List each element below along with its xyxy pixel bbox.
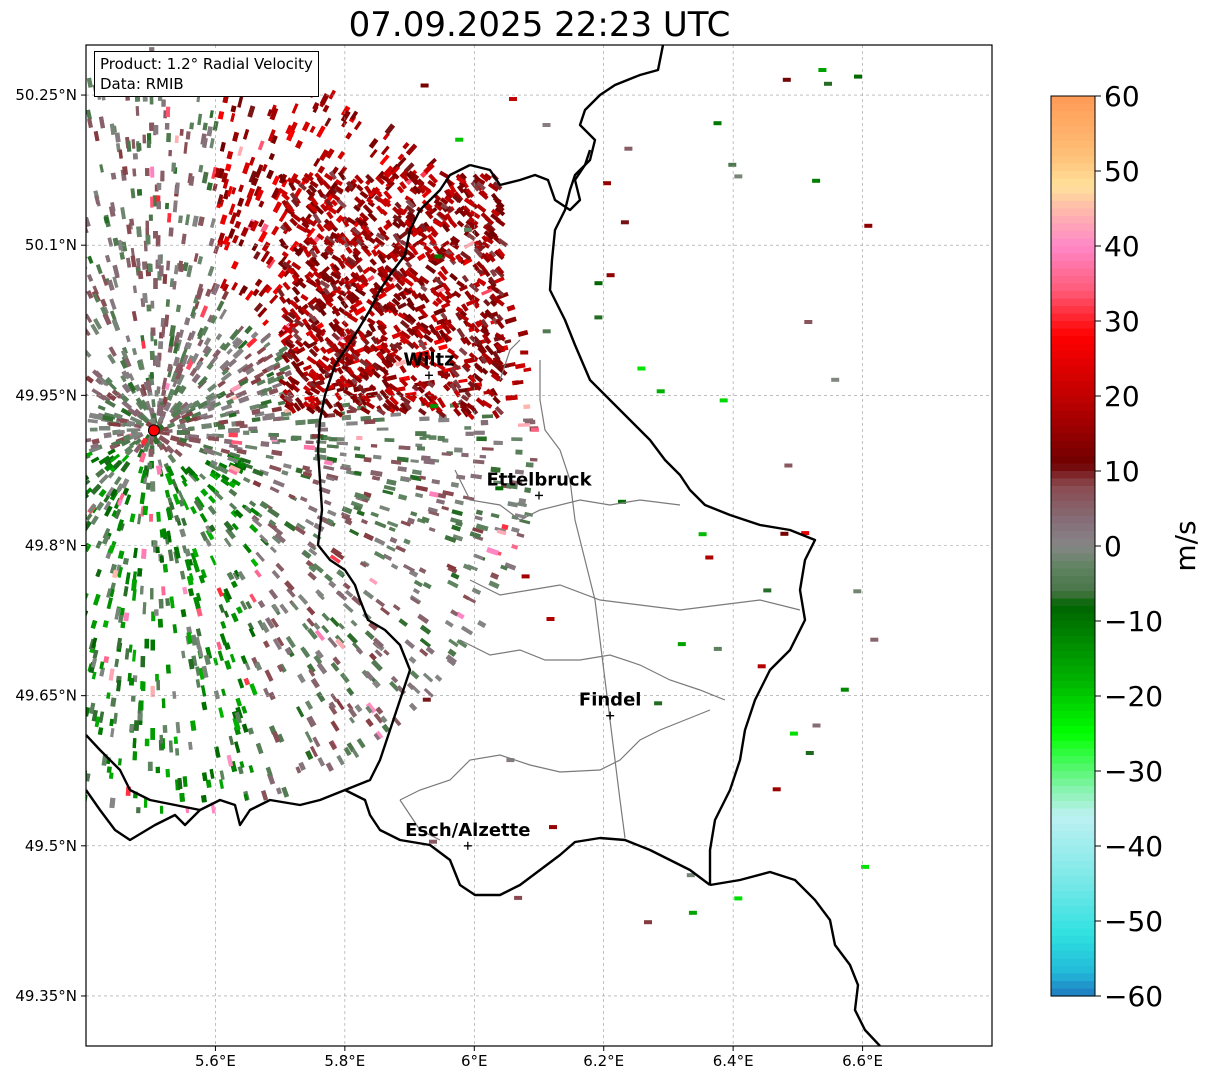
map-frame	[85, 44, 993, 1047]
radar-site-marker	[147, 424, 160, 437]
city-label: Findel	[579, 690, 642, 711]
x-tick-label: 5.6°E	[195, 1052, 236, 1070]
colorbar-tick-label: −20	[1104, 680, 1163, 713]
product-info-box: Product: 1.2° Radial Velocity Data: RMIB	[94, 51, 319, 97]
map-title: 07.09.2025 22:23 UTC	[348, 5, 731, 45]
place-labels: Wiltz Ettelbruck Findel Esch/Alzette	[147, 349, 642, 850]
radar-echoes	[86, 47, 879, 925]
colorbar-tick-label: −40	[1104, 830, 1163, 863]
colorbar-tick-label: 50	[1104, 155, 1140, 188]
colorbar-tick-label: 10	[1104, 455, 1140, 488]
colorbar-tick-label: −30	[1104, 755, 1163, 788]
y-tick-label: 49.8°N	[25, 537, 77, 555]
y-tick-label: 49.95°N	[15, 386, 77, 404]
border-lines	[86, 45, 881, 1046]
x-tick-label: 6°E	[461, 1052, 488, 1070]
data-source-label: Data: RMIB	[100, 75, 184, 93]
x-tick-label: 6.2°E	[583, 1052, 624, 1070]
x-tick-label: 5.8°E	[324, 1052, 365, 1070]
colorbar-tick-label: 30	[1104, 305, 1140, 338]
y-tick-label: 49.65°N	[15, 687, 77, 705]
product-label: Product: 1.2° Radial Velocity	[100, 55, 313, 73]
colorbar-tick-label: 0	[1104, 530, 1122, 563]
colorbar-unit-label: m/s	[1169, 520, 1202, 571]
city-marker	[535, 491, 543, 500]
y-tick-label: 50.25°N	[15, 86, 77, 104]
city-label: Ettelbruck	[486, 469, 592, 490]
x-tick-label: 6.6°E	[842, 1052, 883, 1070]
colorbar: 60 50 40 30 20 10 0 −10 −20 −30 −40 −50 −60 m/s	[1050, 80, 1202, 1013]
colorbar-tick-label: −50	[1104, 905, 1163, 938]
y-tick-label: 50.1°N	[25, 236, 77, 254]
y-tick-label: 49.35°N	[15, 987, 77, 1005]
colorbar-tick-label: −10	[1104, 605, 1163, 638]
city-marker	[424, 371, 433, 380]
city-marker	[463, 841, 472, 850]
colorbar-tick-label: −60	[1104, 980, 1163, 1013]
x-tick-label: 6.4°E	[713, 1052, 754, 1070]
axis-ticks: 5.6°E 5.8°E 6°E 6.2°E 6.4°E 6.6°E 50.25°N 50.1°…	[15, 86, 883, 1070]
city-marker	[606, 711, 615, 720]
city-label: Wiltz	[403, 349, 454, 370]
colorbar-tick-label: 40	[1104, 230, 1140, 263]
colorbar-tick-label: 60	[1104, 80, 1140, 113]
y-tick-label: 49.5°N	[25, 837, 77, 855]
city-label: Esch/Alzette	[405, 820, 530, 841]
colorbar-tick-label: 20	[1104, 380, 1140, 413]
